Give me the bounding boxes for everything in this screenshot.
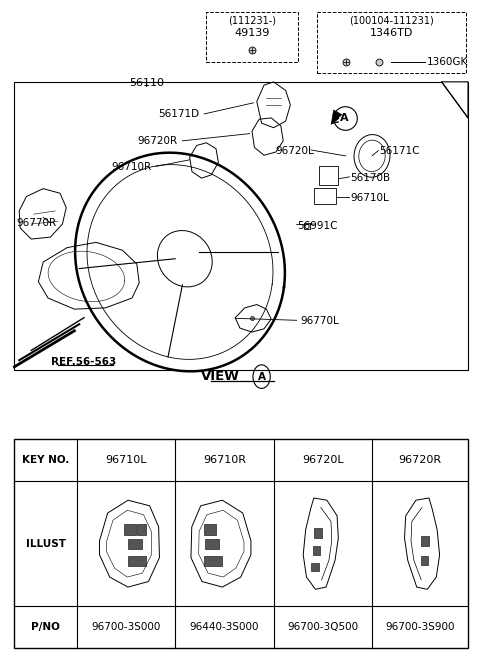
- Polygon shape: [442, 82, 468, 118]
- Text: 56991C: 56991C: [298, 221, 338, 231]
- Text: 96710R: 96710R: [111, 162, 151, 172]
- Bar: [204, 524, 216, 535]
- Text: 1360GK: 1360GK: [427, 56, 468, 67]
- Text: 96720R: 96720R: [398, 455, 442, 465]
- Bar: [14, 82, 468, 370]
- Polygon shape: [331, 110, 342, 124]
- Text: 56170B: 56170B: [350, 173, 391, 183]
- Bar: [128, 556, 146, 566]
- Bar: [137, 524, 145, 535]
- Text: 96710L: 96710L: [105, 455, 147, 465]
- Bar: [314, 188, 336, 204]
- Text: A: A: [340, 113, 349, 123]
- Bar: [14, 439, 468, 648]
- Bar: [204, 556, 222, 566]
- Bar: [312, 546, 320, 555]
- Text: REF.56-563: REF.56-563: [51, 357, 117, 367]
- Text: 96700-3Q500: 96700-3Q500: [287, 622, 359, 632]
- Text: 56110: 56110: [129, 77, 164, 88]
- Text: P/NO: P/NO: [31, 622, 60, 632]
- Bar: [317, 12, 466, 73]
- Bar: [314, 528, 322, 538]
- Text: (111231-): (111231-): [228, 15, 276, 26]
- Text: VIEW: VIEW: [201, 370, 240, 383]
- Bar: [205, 539, 219, 549]
- Text: (100104-111231): (100104-111231): [349, 15, 433, 26]
- Text: 96720L: 96720L: [276, 145, 314, 156]
- Text: ILLUST: ILLUST: [25, 538, 66, 549]
- Bar: [128, 539, 142, 549]
- Text: A: A: [258, 371, 265, 382]
- Text: 96720R: 96720R: [137, 136, 178, 147]
- Bar: [421, 536, 429, 546]
- Text: 96710R: 96710R: [203, 455, 246, 465]
- Text: 96710L: 96710L: [350, 193, 389, 203]
- Bar: [124, 524, 136, 535]
- Bar: [312, 563, 319, 571]
- Text: 49139: 49139: [234, 28, 270, 39]
- Text: KEY NO.: KEY NO.: [22, 455, 69, 465]
- Text: 96770R: 96770R: [16, 217, 56, 228]
- Text: 96700-3S000: 96700-3S000: [91, 622, 161, 632]
- Text: 96700-3S900: 96700-3S900: [385, 622, 455, 632]
- Text: 1346TD: 1346TD: [370, 28, 413, 39]
- Bar: [421, 556, 428, 565]
- Text: 96440-3S000: 96440-3S000: [190, 622, 259, 632]
- Bar: [319, 166, 338, 185]
- Text: 96720L: 96720L: [302, 455, 344, 465]
- Text: 56171D: 56171D: [158, 109, 199, 119]
- Text: 96770L: 96770L: [300, 316, 339, 326]
- Text: 56171C: 56171C: [379, 145, 420, 156]
- Bar: [206, 12, 298, 62]
